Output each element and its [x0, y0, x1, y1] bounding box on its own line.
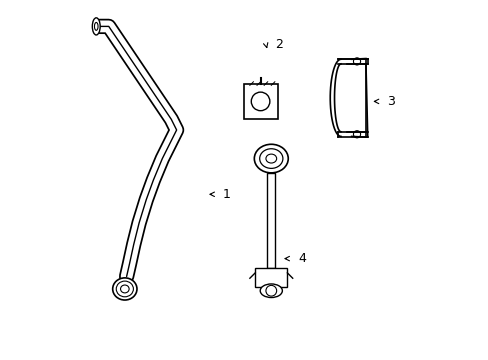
FancyBboxPatch shape	[255, 267, 287, 287]
Polygon shape	[346, 64, 365, 132]
Ellipse shape	[251, 92, 269, 111]
Text: 3: 3	[386, 95, 394, 108]
FancyBboxPatch shape	[243, 84, 277, 119]
Ellipse shape	[92, 18, 100, 35]
Text: 1: 1	[223, 188, 230, 201]
Ellipse shape	[265, 154, 276, 163]
Text: 2: 2	[274, 38, 282, 51]
Ellipse shape	[121, 285, 129, 293]
Ellipse shape	[112, 278, 137, 300]
Ellipse shape	[254, 144, 287, 173]
Text: 4: 4	[298, 252, 305, 265]
Ellipse shape	[260, 284, 282, 297]
FancyBboxPatch shape	[267, 173, 275, 267]
